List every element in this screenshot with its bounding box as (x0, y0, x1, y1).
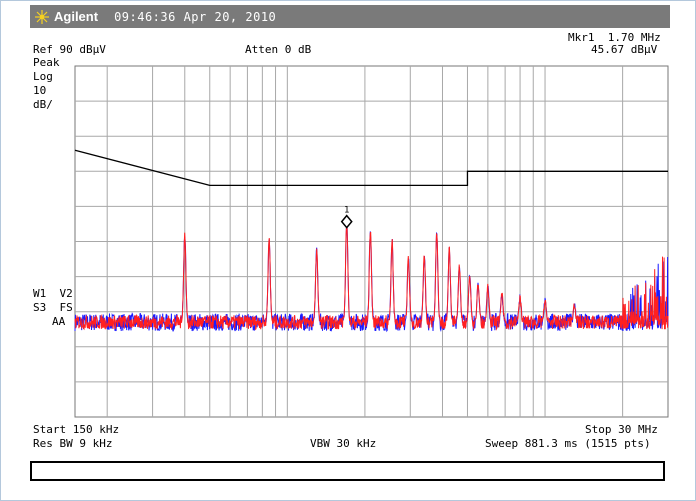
stop-frequency: Stop 30 MHz (585, 423, 658, 436)
scale-unit: dB/ (33, 98, 53, 111)
marker-amplitude: 45.67 dBµV (591, 43, 658, 56)
scale-type: Log (33, 70, 53, 83)
marker-group: 1 (340, 206, 353, 229)
marker-frequency: Mkr1 1.70 MHz (568, 31, 661, 44)
limit-line (74, 149, 668, 186)
trace-status-1: W1 V2 (33, 287, 73, 300)
attenuation: Atten 0 dB (245, 43, 312, 56)
agilent-spark-logo-icon (35, 9, 49, 24)
limit-line-path (74, 149, 668, 186)
resolution-bandwidth: Res BW 9 kHz (33, 437, 113, 450)
scale-value: 10 (33, 84, 47, 97)
detector-mode: Peak (33, 56, 60, 69)
start-frequency: Start 150 kHz (33, 423, 120, 436)
spectrum-traces (74, 219, 669, 333)
timestamp: 09:46:36 Apr 20, 2010 (114, 9, 277, 24)
brand-name: Agilent (54, 9, 99, 24)
trace-status-2: S3 FS (33, 301, 73, 314)
status-bar (30, 461, 665, 481)
graticule (74, 65, 669, 418)
trace-status-3: AA (52, 315, 66, 328)
video-bandwidth: VBW 30 kHz (310, 437, 377, 450)
reference-level: Ref 90 dBµV (33, 43, 106, 56)
marker-number-label: 1 (344, 206, 349, 216)
sweep-time: Sweep 881.3 ms (1515 pts) (485, 437, 651, 450)
marker-diamond-icon (340, 214, 353, 229)
title-bar: Agilent 09:46:36 Apr 20, 2010 (30, 5, 670, 28)
trace-red (74, 219, 669, 331)
